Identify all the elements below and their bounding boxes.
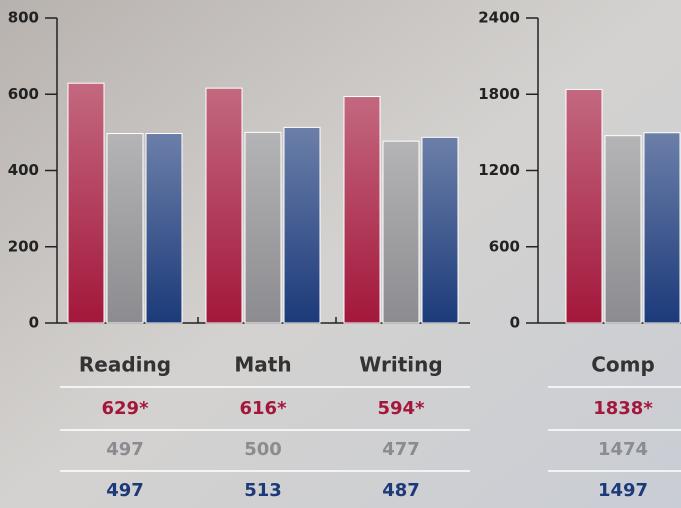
y-tick-label: 0 — [510, 314, 520, 332]
y-tick-label: 600 — [8, 85, 39, 103]
y-tick-label: 1800 — [478, 85, 520, 103]
bar-shine — [566, 89, 602, 323]
value-label: 629* — [102, 398, 150, 419]
bar-shine — [422, 137, 458, 323]
y-tick-label: 0 — [29, 314, 39, 332]
bar-shine — [206, 88, 242, 323]
bar-shine — [344, 97, 380, 323]
bar-shine — [383, 141, 419, 323]
category-label: Reading — [79, 353, 171, 377]
value-label: 1474 — [598, 439, 648, 460]
y-tick-label: 1200 — [478, 161, 520, 179]
bar-shine — [68, 83, 104, 323]
value-label: 513 — [244, 480, 282, 501]
value-label: 487 — [382, 480, 420, 501]
value-label: 594* — [378, 398, 426, 419]
chart: 0 200 400 600 800 Reading 629* 497 497 Math 616* 50… — [0, 0, 681, 508]
value-label: 1838* — [593, 398, 653, 419]
value-label: 1497 — [598, 480, 648, 501]
value-label: 500 — [244, 439, 282, 460]
y-tick-label: 800 — [8, 9, 39, 27]
value-label: 497 — [106, 439, 144, 460]
category-label: Writing — [359, 353, 442, 377]
y-tick-label: 600 — [489, 237, 520, 255]
bar-shine — [605, 136, 641, 323]
bar-shine — [284, 127, 320, 323]
category-label: Math — [234, 353, 291, 377]
bar-shine — [245, 132, 281, 323]
value-label: 616* — [240, 398, 288, 419]
value-label: 477 — [382, 439, 420, 460]
y-tick-label: 400 — [8, 161, 39, 179]
bar-shine — [146, 134, 182, 323]
bar-shine — [644, 133, 680, 323]
bar-shine — [107, 134, 143, 323]
category-label: Comp — [591, 353, 655, 377]
value-label: 497 — [106, 480, 144, 501]
y-tick-label: 2400 — [478, 9, 520, 27]
y-tick-label: 200 — [8, 237, 39, 255]
